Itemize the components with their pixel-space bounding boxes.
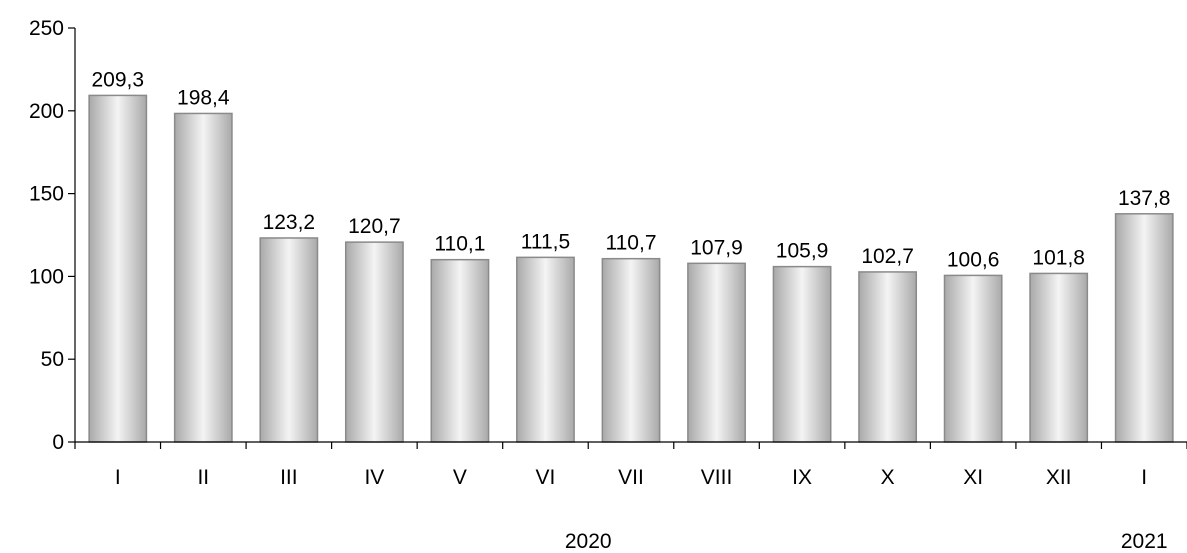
data-label-5: 110,1 <box>434 233 485 256</box>
bar-2 <box>173 112 233 443</box>
category-label-13: I <box>1141 466 1147 489</box>
data-label-10: 102,7 <box>861 245 914 268</box>
y-tick-label-250: 250 <box>29 17 64 40</box>
bar-7 <box>601 257 661 443</box>
data-label-9: 105,9 <box>776 240 829 263</box>
year-label-2021: 2021 <box>1121 530 1168 553</box>
data-label-2: 198,4 <box>177 86 230 109</box>
data-label-1: 209,3 <box>91 68 144 91</box>
axes <box>68 27 1187 449</box>
data-label-7: 110,7 <box>606 232 657 255</box>
data-label-12: 101,8 <box>1032 246 1085 269</box>
y-tick-label-200: 200 <box>29 100 64 123</box>
category-label-12: XII <box>1046 466 1072 489</box>
category-label-5: V <box>453 466 467 489</box>
bar-13 <box>1114 213 1174 443</box>
category-label-7: VII <box>618 466 644 489</box>
category-label-9: IX <box>792 466 812 489</box>
bar-4 <box>344 241 404 443</box>
bar-11 <box>943 274 1003 443</box>
y-tick-label-0: 0 <box>52 431 64 454</box>
category-label-10: X <box>881 466 895 489</box>
data-label-4: 120,7 <box>348 215 401 238</box>
bar-6 <box>516 256 575 443</box>
data-label-6: 111,5 <box>521 230 570 253</box>
category-label-4: IV <box>364 466 384 489</box>
data-label-13: 137,8 <box>1118 187 1171 210</box>
y-tick-label-50: 50 <box>41 348 64 371</box>
bar-1 <box>88 94 148 443</box>
category-label-8: VIII <box>701 466 733 489</box>
data-label-11: 100,6 <box>947 248 1000 271</box>
category-label-11: XI <box>963 466 983 489</box>
bar-9 <box>772 265 832 443</box>
category-label-3: III <box>280 466 298 489</box>
bar-3 <box>259 237 319 443</box>
bar-8 <box>687 262 746 443</box>
year-label-2020: 2020 <box>565 530 612 553</box>
category-label-1: I <box>115 466 121 489</box>
category-label-2: II <box>197 466 209 489</box>
bars <box>88 94 1174 443</box>
data-label-3: 123,2 <box>263 211 316 234</box>
bar-12 <box>1029 272 1089 443</box>
bar-10 <box>858 271 918 443</box>
data-label-8: 107,9 <box>690 236 743 259</box>
labels: 209,3 I 198,4 II 123,2 III 120,7 IV 110,1 V 111,5 V… <box>29 17 1171 553</box>
y-tick-label-100: 100 <box>29 265 64 288</box>
y-tick-label-150: 150 <box>29 183 64 206</box>
bar-5 <box>430 258 490 443</box>
category-label-6: VI <box>536 466 556 489</box>
